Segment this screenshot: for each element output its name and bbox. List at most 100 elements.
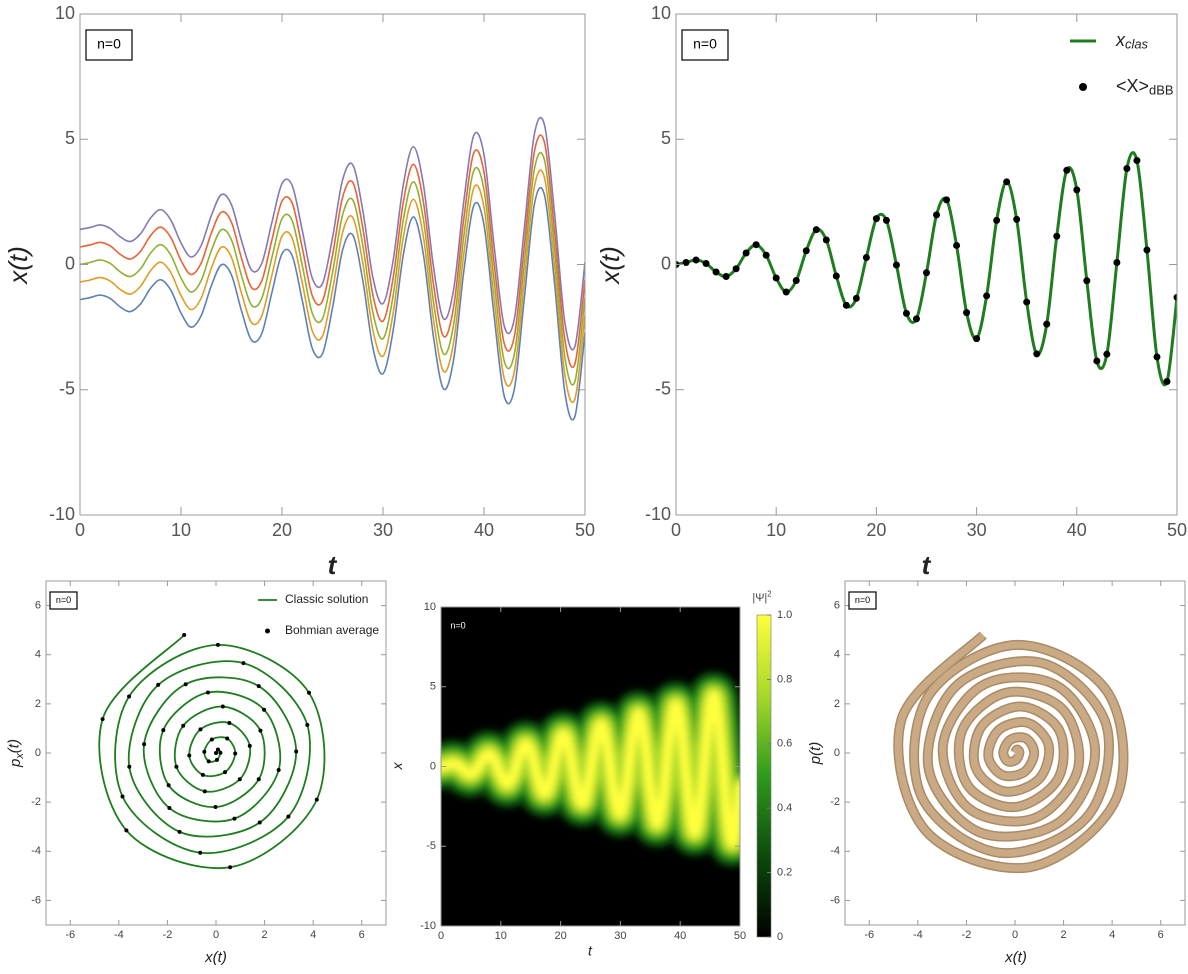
y-tick-label: -2 — [31, 796, 41, 808]
series-point — [933, 211, 941, 219]
series-line — [80, 134, 585, 369]
series-point — [892, 261, 900, 269]
x-tick-label: -4 — [114, 929, 124, 941]
series-point — [127, 764, 132, 769]
y-tick-label: 5 — [430, 681, 436, 693]
series-point — [1043, 320, 1051, 328]
series-point — [258, 728, 263, 733]
y-tick-label: 0 — [430, 760, 436, 772]
series-point — [256, 777, 261, 782]
series-point — [198, 727, 203, 732]
y-axis-label: p(t) — [807, 742, 824, 766]
x-tick-label: 40 — [474, 520, 494, 540]
x-tick-label: 0 — [1012, 929, 1018, 941]
colorbar-label-part: |Ψ| — [752, 592, 767, 604]
series-point — [1143, 246, 1151, 254]
series-point — [222, 770, 227, 775]
series-point — [156, 682, 161, 687]
legend-label: xclas — [1115, 30, 1149, 52]
series-line — [98, 634, 326, 870]
series-point — [167, 806, 172, 811]
x-tick-label: 20 — [866, 520, 886, 540]
series-point — [1093, 357, 1101, 365]
series-point — [872, 215, 880, 223]
x-tick-label: 4 — [1109, 929, 1115, 941]
series-point — [247, 743, 252, 748]
series-point — [963, 309, 971, 317]
colorbar-tick-label: 0 — [777, 931, 783, 943]
annotation-box — [49, 591, 78, 610]
y-tick-label: 2 — [35, 698, 41, 710]
colorbar-tick-label: 1.0 — [777, 609, 792, 621]
series-point — [782, 288, 790, 296]
legend-label-part: x — [1115, 30, 1126, 50]
y-axis-label-part: x — [14, 753, 26, 760]
series-point — [1073, 186, 1081, 194]
y-tick-label: 0 — [65, 253, 75, 273]
annotation: n=0 — [693, 36, 717, 52]
y-tick-label: -5 — [59, 379, 75, 399]
y-tick-label: -6 — [31, 894, 41, 906]
y-tick-label: 0 — [35, 747, 41, 759]
annotation: n=0 — [56, 595, 71, 605]
series-point — [732, 265, 740, 273]
x-tick-label: 20 — [554, 930, 566, 942]
series-point — [202, 789, 207, 794]
x-tick-label: -4 — [913, 929, 923, 941]
y-tick-label: 10 — [55, 3, 75, 23]
series-line — [80, 186, 585, 421]
y-tick-label: 4 — [834, 649, 840, 661]
x-tick-label: 10 — [766, 520, 786, 540]
series-point — [256, 684, 261, 689]
annotation-box — [85, 29, 133, 61]
y-tick-label: 0 — [661, 253, 671, 273]
series-point — [1173, 293, 1177, 301]
series-point — [912, 315, 920, 323]
plot-area — [80, 116, 585, 421]
y-tick-label: -10 — [49, 504, 75, 524]
trajectory-band — [894, 632, 1127, 872]
y-tick-label: 5 — [65, 128, 75, 148]
annotation: n=0 — [97, 36, 121, 52]
y-axis-label: x — [389, 762, 405, 771]
y-tick-label: -2 — [830, 796, 840, 808]
series-point — [100, 717, 105, 722]
y-tick-label: 10 — [651, 3, 671, 23]
x-tick-label: 40 — [1067, 520, 1087, 540]
series-point — [1153, 353, 1161, 361]
series-point — [215, 642, 220, 647]
series-point — [943, 196, 951, 204]
series-point — [214, 757, 219, 762]
series-point — [702, 259, 710, 267]
colorbar-tick-label: 0.2 — [777, 867, 792, 879]
series-point — [1113, 258, 1121, 266]
series-point — [1123, 165, 1131, 173]
x-tick-label: 2 — [262, 929, 268, 941]
y-tick-label: -4 — [31, 845, 41, 857]
x-tick-label: 10 — [171, 520, 191, 540]
y-axis-label: x(t) — [3, 246, 33, 286]
legend-label: Classic solution — [285, 592, 368, 606]
x-tick-label: 50 — [734, 930, 746, 942]
x-tick-label: 20 — [272, 520, 292, 540]
legend-label: Bohmian average — [285, 623, 379, 637]
legend-label-part: <X> — [1116, 76, 1149, 96]
series-point — [682, 258, 690, 266]
y-axis-label: px(t) — [5, 739, 25, 768]
series-point — [752, 241, 760, 249]
x-axis-label: x(t) — [204, 949, 227, 966]
series-point — [142, 742, 147, 747]
colorbar-label-part: 2 — [767, 590, 771, 599]
series-point — [993, 216, 1001, 224]
plot-area — [441, 607, 740, 926]
series-point — [232, 816, 237, 821]
y-axis-label-part: (t) — [5, 739, 22, 753]
x-axis-label: t — [922, 550, 932, 580]
y-axis-label-part: x — [389, 762, 405, 771]
series-point — [822, 236, 830, 244]
series-point — [983, 292, 991, 300]
series-point — [1033, 350, 1041, 358]
plot-area — [98, 633, 326, 870]
